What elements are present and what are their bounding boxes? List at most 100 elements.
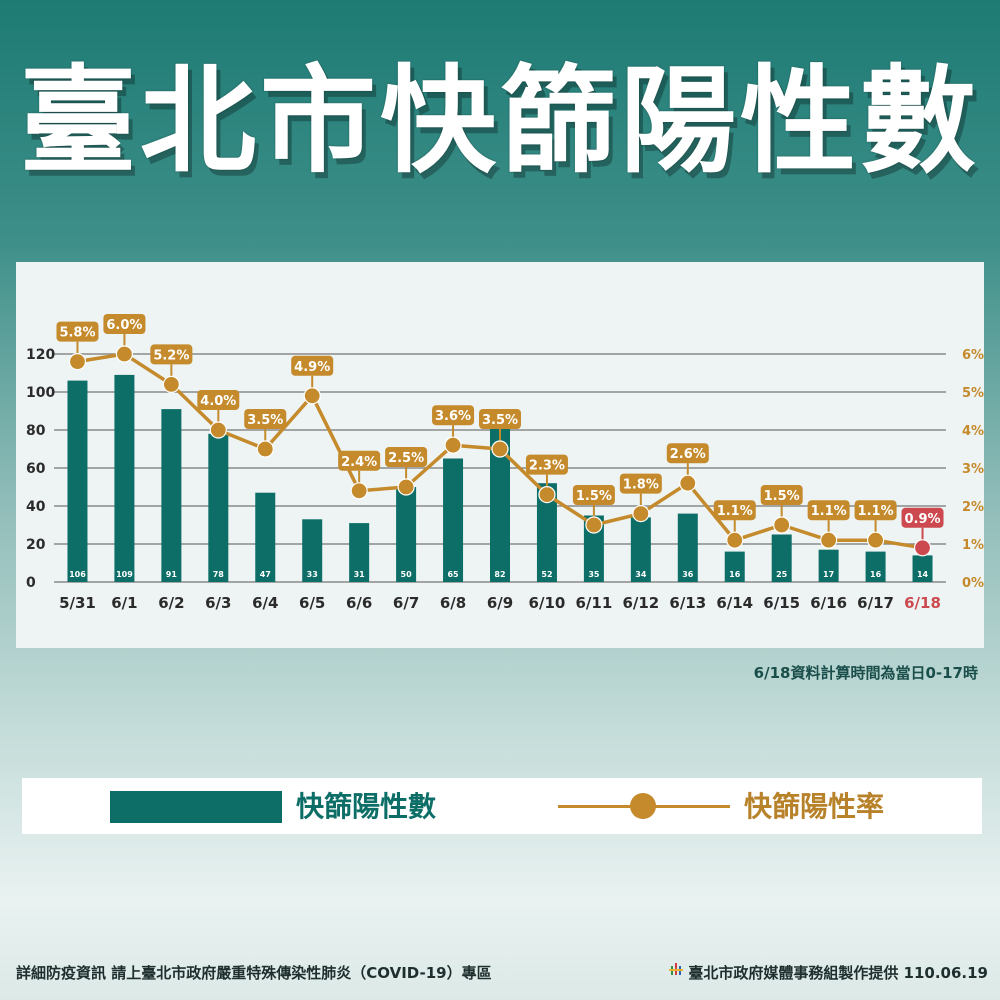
bar xyxy=(114,374,135,582)
bar xyxy=(349,523,370,582)
bar-value-label: 47 xyxy=(260,570,271,579)
x-tick-label: 6/18 xyxy=(904,594,941,612)
y-left-tick-label: 100 xyxy=(26,385,55,401)
y-right-tick-label: 4% xyxy=(962,424,984,439)
y-left-tick-label: 60 xyxy=(26,461,46,477)
rate-label-box xyxy=(901,507,944,528)
y-right-tick-label: 3% xyxy=(962,462,984,477)
rate-point xyxy=(209,421,227,439)
x-tick-label: 6/7 xyxy=(393,594,419,612)
legend-bar-label: 快篩陽性數 xyxy=(296,790,437,823)
bar-value-label: 91 xyxy=(166,570,178,579)
rate-label: 1.8% xyxy=(623,478,659,493)
footer: 詳細防疫資訊 請上臺北市政府嚴重特殊傳染性肺炎（COVID-19）專區 臺北市政… xyxy=(16,962,988,986)
bar xyxy=(536,483,557,582)
bar xyxy=(630,517,651,582)
bar xyxy=(490,426,510,582)
page-title: 臺北市快篩陽性數 xyxy=(20,54,980,189)
rate-label-box xyxy=(244,409,287,429)
bar-value-label: 17 xyxy=(823,570,834,579)
bar-value-label: 14 xyxy=(917,570,929,579)
rate-point xyxy=(585,516,603,534)
legend-bar-swatch xyxy=(110,791,282,823)
bar xyxy=(302,519,323,582)
data-time-note: 6/18資料計算時間為當日0-17時 xyxy=(753,664,978,682)
rate-point xyxy=(491,440,509,458)
y-right-tick-label: 1% xyxy=(962,538,984,553)
rate-point xyxy=(397,478,415,496)
rate-point xyxy=(444,436,462,454)
bar xyxy=(771,534,792,582)
rate-label: 5.8% xyxy=(59,326,95,341)
x-tick-label: 6/10 xyxy=(529,594,566,612)
rate-label: 1.1% xyxy=(717,504,753,519)
rate-label-box xyxy=(713,500,756,521)
bar xyxy=(865,551,886,582)
y-right-tick-label: 2% xyxy=(962,500,984,515)
x-tick-label: 6/1 xyxy=(111,594,137,612)
rate-point xyxy=(913,539,932,557)
rate-label-box xyxy=(666,443,709,464)
rate-label: 6.0% xyxy=(106,318,142,333)
rate-label-box xyxy=(150,344,193,365)
bar-value-label: 106 xyxy=(69,570,86,579)
rate-label: 1.1% xyxy=(811,504,847,519)
bar-value-label: 16 xyxy=(870,570,882,579)
x-tick-label: 6/16 xyxy=(810,594,847,612)
legend: 快篩陽性數 快篩陽性率 xyxy=(22,778,982,834)
x-tick-label: 6/13 xyxy=(669,594,706,612)
x-tick-label: 6/2 xyxy=(158,594,184,612)
rate-label: 2.3% xyxy=(529,459,565,474)
footer-credit-group: 臺北市政府媒體事務組製作提供 110.06.19 xyxy=(668,962,988,983)
bar-value-label: 31 xyxy=(354,570,366,579)
x-tick-label: 6/6 xyxy=(346,594,372,612)
taipei-logo-icon xyxy=(668,963,684,981)
rate-point xyxy=(538,486,556,504)
rate-label: 2.4% xyxy=(341,455,377,470)
rate-point xyxy=(773,516,791,534)
rate-label-box xyxy=(56,321,99,342)
bar xyxy=(724,551,745,582)
bar xyxy=(396,487,417,582)
rate-label: 3.5% xyxy=(482,413,518,428)
bar xyxy=(443,458,464,582)
bar-value-label: 52 xyxy=(541,570,552,579)
footer-credit: 臺北市政府媒體事務組製作提供 110.06.19 xyxy=(688,964,988,982)
x-tick-label: 6/11 xyxy=(575,594,612,612)
x-tick-label: 6/4 xyxy=(252,594,278,612)
rate-label: 4.0% xyxy=(200,394,236,409)
footer-source: 詳細防疫資訊 請上臺北市政府嚴重特殊傳染性肺炎（COVID-19）專區 xyxy=(16,964,492,982)
bar xyxy=(677,513,698,582)
x-tick-label: 6/14 xyxy=(716,594,753,612)
y-right-tick-label: 5% xyxy=(962,386,984,401)
bar-value-label: 34 xyxy=(635,570,647,579)
rate-label-box xyxy=(432,405,475,426)
x-tick-label: 5/31 xyxy=(59,594,96,612)
rate-label: 2.5% xyxy=(388,451,424,466)
bar xyxy=(912,555,933,582)
rate-label: 2.6% xyxy=(670,447,706,462)
bar-value-label: 82 xyxy=(494,570,505,579)
bar-value-label: 35 xyxy=(588,570,600,579)
bar xyxy=(67,380,88,582)
chart: 0 0% 20 1% 40 2% 60 3% 80 4% 100 5% 120 6% 106 109 91 78 4… xyxy=(26,314,984,612)
bar-value-label: 50 xyxy=(401,570,413,579)
rate-label: 4.9% xyxy=(294,360,330,375)
bar xyxy=(583,515,604,582)
bar xyxy=(818,549,839,582)
y-left-tick-label: 20 xyxy=(26,537,46,553)
bar-value-label: 16 xyxy=(729,570,741,579)
rate-label-box xyxy=(572,485,615,505)
bar-value-label: 78 xyxy=(213,570,225,579)
rate-label: 1.5% xyxy=(576,489,612,504)
rate-point xyxy=(115,345,134,363)
rate-point xyxy=(679,474,697,492)
y-left-tick-label: 120 xyxy=(26,347,55,363)
rate-label-box xyxy=(103,314,146,334)
rate-label: 1.1% xyxy=(858,504,894,519)
x-tick-label: 6/17 xyxy=(857,594,894,612)
y-right-tick-label: 0% xyxy=(962,576,984,591)
rate-label: 3.5% xyxy=(247,413,283,428)
y-left-tick-label: 80 xyxy=(26,423,46,439)
rate-point xyxy=(350,482,368,500)
